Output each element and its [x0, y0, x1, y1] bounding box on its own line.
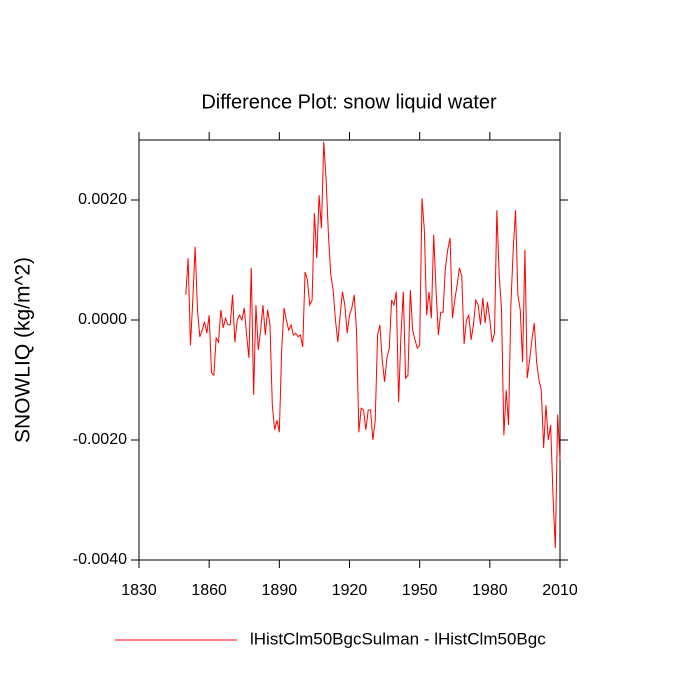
x-tick-label: 2010: [542, 582, 578, 599]
chart-title: Difference Plot: snow liquid water: [201, 91, 497, 113]
x-tick-label: 1920: [332, 582, 368, 599]
x-tick-label: 1890: [262, 582, 298, 599]
y-tick-label: 0.0020: [78, 191, 127, 208]
y-tick-label: -0.0040: [73, 551, 127, 568]
legend-label: lHistClm50BgcSulman - lHistClm50Bgc: [250, 629, 546, 648]
x-tick-label: 1980: [472, 582, 508, 599]
x-tick-label: 1860: [191, 582, 227, 599]
x-tick-label: 1950: [402, 582, 438, 599]
y-tick-label: -0.0020: [73, 431, 127, 448]
plot-frame: [138, 139, 561, 561]
x-tick-label: 1830: [121, 582, 157, 599]
y-axis-label: SNOWLIQ (kg/m^2): [12, 257, 35, 443]
data-line: [185, 141, 561, 549]
y-tick-label: 0.0000: [78, 311, 127, 328]
